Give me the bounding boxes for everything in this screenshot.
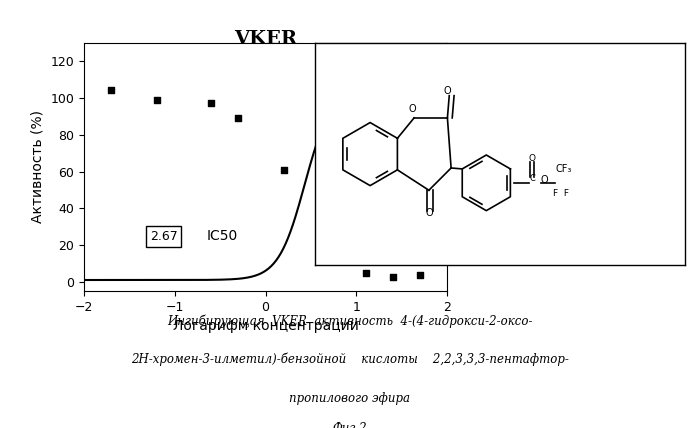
Text: F  F: F F bbox=[553, 189, 569, 198]
Text: IC50: IC50 bbox=[206, 229, 238, 244]
Point bbox=[206, 99, 217, 106]
Text: Ингибирующая  VKER  активность  4-(4-гидрокси-2-оксо-: Ингибирующая VKER активность 4-(4-гидрок… bbox=[167, 314, 532, 328]
Point bbox=[278, 166, 289, 173]
Text: Фиг.2: Фиг.2 bbox=[332, 422, 367, 428]
Text: O: O bbox=[408, 104, 416, 114]
X-axis label: Логарифм концентрации: Логарифм концентрации bbox=[173, 319, 359, 333]
Text: C: C bbox=[530, 174, 535, 183]
Text: 2H-хромен-3-илметил)-бензойной    кислоты    2,2,3,3,3-пентафтор-: 2H-хромен-3-илметил)-бензойной кислоты 2… bbox=[131, 353, 568, 366]
Point bbox=[360, 269, 371, 276]
Y-axis label: Активность (%): Активность (%) bbox=[31, 110, 45, 223]
Point bbox=[106, 86, 117, 93]
Point bbox=[315, 234, 326, 241]
Text: O: O bbox=[528, 154, 535, 163]
Text: O: O bbox=[444, 86, 452, 96]
Text: O: O bbox=[426, 208, 433, 218]
Point bbox=[233, 115, 244, 122]
Text: VKER: VKER bbox=[234, 30, 297, 48]
Text: O: O bbox=[541, 175, 549, 185]
Text: CF₃: CF₃ bbox=[556, 163, 572, 174]
Text: 2.67: 2.67 bbox=[150, 230, 178, 243]
Point bbox=[151, 96, 162, 103]
Point bbox=[415, 272, 426, 279]
Text: пропилового эфира: пропилового эфира bbox=[289, 392, 410, 404]
Point bbox=[387, 274, 398, 281]
